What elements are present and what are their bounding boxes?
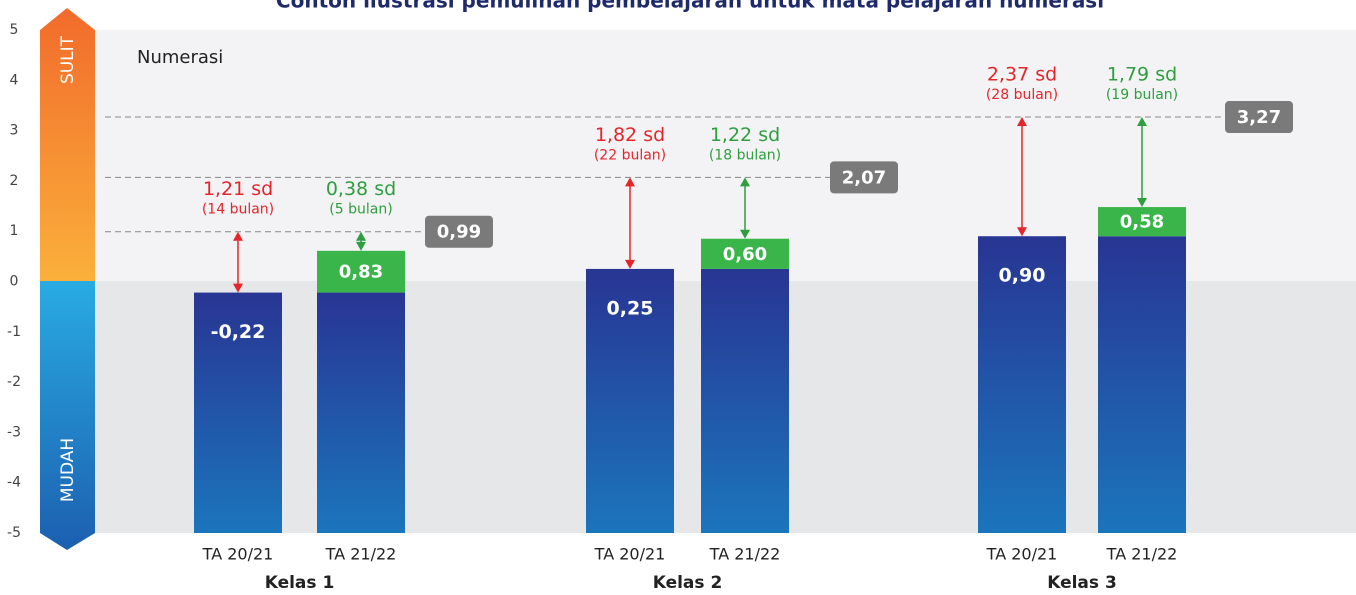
group-label: Kelas 1: [265, 573, 335, 593]
subtitle: Numerasi: [137, 47, 223, 68]
gain-label: 0,83: [339, 262, 383, 283]
target-box: [1225, 101, 1293, 134]
scale-bottom-label: MUDAH: [58, 438, 78, 502]
x-tick-label: TA 21/22: [709, 545, 781, 564]
bar-base: [586, 268, 674, 533]
target-box: [425, 215, 493, 248]
x-tick-label: TA 21/22: [325, 545, 397, 564]
arrowhead: [1017, 227, 1027, 237]
arrowhead: [740, 229, 750, 239]
arrowhead: [356, 241, 366, 251]
x-tick-label: TA 21/22: [1106, 545, 1178, 564]
target-label: 3,27: [1237, 107, 1281, 128]
group-label: Kelas 2: [653, 573, 723, 593]
y-tick-label: -4: [7, 475, 21, 491]
target-label: 2,07: [842, 167, 886, 188]
x-tick-label: TA 20/21: [594, 545, 666, 564]
arrowhead: [356, 231, 366, 241]
y-tick-label: 2: [10, 173, 19, 189]
gap-label: 1,22 sd: [710, 124, 780, 146]
y-tick-label: 4: [10, 72, 19, 88]
scale-hard: [40, 8, 95, 281]
arrowhead: [740, 177, 750, 187]
bar-base: [1098, 236, 1186, 534]
base-label: -0,22: [211, 321, 266, 343]
chart-title: Contoh ilustrasi pemulihan pembelajaran …: [276, 0, 1104, 13]
bar-gain: [317, 250, 405, 293]
gain-label: 0,58: [1120, 212, 1164, 233]
arrowhead: [233, 283, 243, 293]
x-tick-label: TA 20/21: [986, 545, 1058, 564]
base-label: 0,90: [999, 265, 1046, 287]
gap-months: (19 bulan): [1106, 87, 1178, 103]
bar-base: [701, 268, 789, 533]
bar-gain: [701, 238, 789, 269]
target-box: [830, 161, 898, 194]
bar-base: [317, 292, 405, 533]
arrowhead: [1137, 117, 1147, 127]
gap-months: (14 bulan): [202, 202, 274, 218]
arrowhead: [233, 231, 243, 241]
gap-label: 1,82 sd: [595, 124, 665, 146]
gap-label: 1,21 sd: [203, 178, 273, 200]
arrowhead: [1017, 117, 1027, 127]
gap-label: 1,79 sd: [1107, 64, 1177, 86]
gap-months: (28 bulan): [986, 87, 1058, 103]
y-tick-label: 5: [10, 22, 19, 38]
x-tick-label: TA 20/21: [202, 545, 274, 564]
y-tick-label: 3: [10, 123, 19, 139]
arrowhead: [1137, 198, 1147, 208]
bar-base: [194, 292, 282, 533]
group-label: Kelas 3: [1047, 573, 1117, 593]
y-tick-label: -2: [7, 374, 21, 390]
bar-gain: [1098, 207, 1186, 237]
gain-label: 0,60: [723, 244, 767, 265]
scale-easy: [40, 281, 95, 550]
y-tick-label: 1: [10, 223, 19, 239]
bar-base: [978, 236, 1066, 534]
target-label: 0,99: [437, 222, 481, 243]
y-tick-label: -3: [7, 424, 21, 440]
gap-months: (22 bulan): [594, 147, 666, 163]
gap-label: 0,38 sd: [326, 178, 396, 200]
y-tick-label: -5: [7, 525, 21, 541]
gap-months: (5 bulan): [329, 202, 392, 218]
gap-months: (18 bulan): [709, 147, 781, 163]
y-tick-label: -1: [7, 324, 21, 340]
scale-top-label: SULIT: [58, 35, 78, 84]
y-tick-label: 0: [10, 274, 19, 290]
arrowhead: [625, 177, 635, 187]
arrowhead: [625, 259, 635, 269]
base-label: 0,25: [607, 297, 654, 319]
gap-label: 2,37 sd: [987, 64, 1057, 86]
